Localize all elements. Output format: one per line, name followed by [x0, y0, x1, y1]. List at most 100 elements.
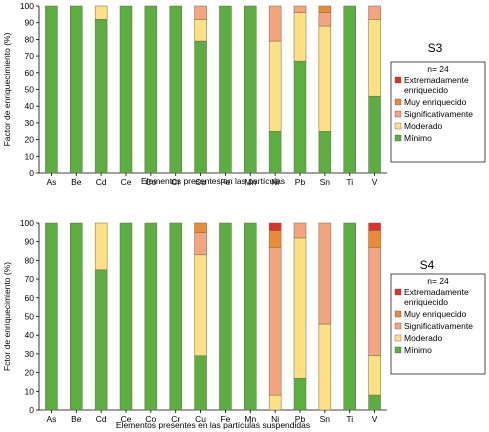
x-tick-label: V: [372, 177, 378, 187]
bar-segment-pb-moderado: [293, 237, 307, 379]
bar-segment-v-significativamente: [368, 5, 381, 20]
bar-segment-cu-minimo: [194, 40, 207, 174]
x-tick-label: Ce: [121, 177, 132, 187]
y-tick-label: 70: [25, 51, 35, 61]
bar-segment-cd-minimo: [94, 269, 108, 411]
x-tick-label: Be: [71, 414, 82, 424]
legend-swatch-moderado: [394, 122, 402, 130]
legend-n-label: n= 24: [427, 276, 449, 286]
x-tick-label: Cu: [195, 414, 206, 424]
bar-segment-be-minimo: [70, 5, 83, 174]
bar-segment-ni-moderado: [268, 40, 282, 132]
bar-segment-pb-moderado: [293, 12, 307, 62]
legend-label-muy_enriquecido: Muy enriquecido: [404, 309, 467, 319]
bar-segment-ni-extremadamente_enriquecido: [268, 222, 282, 231]
bar-segment-ni-significativamente: [268, 247, 282, 396]
bar-segment-cu-significativamente: [194, 5, 207, 20]
bar-segment-co-minimo: [144, 5, 158, 174]
y-tick-label: 30: [25, 349, 35, 359]
y-axis-label: Factor de enriquecimiento (%): [2, 32, 12, 146]
x-tick-label: As: [46, 414, 56, 424]
legend-label-moderado: Moderado: [404, 333, 443, 343]
x-tick-label: Fe: [220, 177, 230, 187]
bar-segment-fe-minimo: [219, 5, 232, 174]
bar-segment-v-minimo: [368, 95, 381, 174]
y-tick-label: 90: [25, 237, 35, 247]
x-tick-label: Mn: [244, 414, 256, 424]
y-tick-label: 80: [25, 34, 35, 44]
x-tick-label: Be: [71, 177, 82, 187]
bar-segment-cr-minimo: [169, 5, 182, 174]
bar-segment-ni-moderado: [268, 394, 282, 411]
bar-segment-sn-significativamente: [318, 222, 332, 325]
legend-label-minimo: Mínimo: [404, 345, 432, 355]
legend-swatch-minimo: [394, 134, 402, 142]
bar-segment-cu-minimo: [194, 355, 207, 411]
x-tick-label: Mn: [244, 177, 256, 187]
bar-segment-ti-minimo: [343, 222, 356, 411]
chart-panel-s4: 0 10 20 30 40 50 60 70 80 90 100 Fctor de enriqueci…: [2, 218, 486, 430]
bar-segment-ni-minimo: [268, 131, 282, 174]
legend-swatch-moderado: [394, 334, 402, 342]
bar-segment-cu-significativamente: [194, 232, 207, 256]
y-tick-label: 100: [20, 1, 34, 11]
bar-segment-cd-moderado: [94, 5, 108, 20]
legend-swatch-muy_enriquecido: [394, 310, 402, 318]
bar-segment-pb-significativamente: [293, 222, 307, 239]
bar-segment-pb-minimo: [293, 60, 307, 174]
legend-swatch-muy_enriquecido: [394, 98, 402, 106]
legend-label-moderado: Moderado: [404, 121, 443, 131]
y-tick-label: 40: [25, 330, 35, 340]
legend-swatch-extremadamente_enriquecido: [394, 76, 402, 84]
y-tick-label: 70: [25, 274, 35, 284]
bar-segment-v-minimo: [368, 394, 381, 411]
bar-segment-ti-minimo: [343, 5, 356, 174]
bar-segment-ce-minimo: [119, 222, 133, 411]
x-axis-label: Elementos presentes en las partículas: [141, 176, 285, 186]
x-tick-label: V: [372, 414, 378, 424]
bar-segment-co-minimo: [144, 222, 158, 411]
bar-segment-as-minimo: [45, 222, 58, 411]
bar-segment-cr-minimo: [169, 222, 182, 411]
legend-label-muy_enriquecido: Muy enriquecido: [404, 97, 467, 107]
y-tick-label: 50: [25, 85, 35, 95]
bar-segment-v-muy_enriquecido: [368, 230, 381, 248]
legend-swatch-significativamente: [394, 110, 402, 118]
legend-label-significativamente: Significativamente: [404, 321, 473, 331]
bar-segment-v-significativamente: [368, 247, 381, 357]
bar-segment-as-minimo: [45, 5, 58, 174]
bar-segment-ni-significativamente: [268, 5, 282, 42]
x-tick-label: Cd: [96, 177, 107, 187]
bar-segment-cu-moderado: [194, 19, 207, 42]
bar-segment-fe-minimo: [219, 222, 232, 411]
y-tick-label: 60: [25, 68, 35, 78]
legend-label-significativamente: Significativamente: [404, 109, 473, 119]
legend-label-extremadamente_enriquecido: Extremadamente enriquecido: [404, 75, 469, 95]
chart-title: S3: [428, 41, 443, 55]
x-tick-label: As: [46, 177, 56, 187]
x-tick-label: Cd: [96, 414, 107, 424]
y-tick-label: 90: [25, 18, 35, 28]
bar-segment-v-extremadamente_enriquecido: [368, 222, 381, 231]
y-tick-label: 100: [20, 218, 34, 228]
y-tick-label: 0: [29, 405, 34, 415]
bar-segment-sn-moderado: [318, 25, 332, 132]
legend-swatch-extremadamente_enriquecido: [394, 288, 402, 296]
x-tick-label: Pb: [295, 414, 306, 424]
chart-title: S4: [420, 258, 435, 272]
x-tick-label: Ni: [271, 414, 279, 424]
y-tick-label: 0: [29, 168, 34, 178]
x-tick-label: Cu: [195, 177, 206, 187]
y-axis-label: Fctor de enriquecimiento (%): [2, 262, 12, 371]
x-tick-label: Ti: [346, 414, 353, 424]
x-tick-label: Pb: [295, 177, 306, 187]
x-axis-label: Elementos presentes en las partículas su…: [116, 420, 310, 430]
x-tick-label: Cr: [171, 177, 180, 187]
x-tick-label: Sn: [320, 414, 331, 424]
bar-segment-v-moderado: [368, 19, 381, 97]
legend-n-label: n= 24: [427, 64, 449, 74]
bar-segment-sn-muy_enriquecido: [318, 5, 332, 13]
bar-segment-cd-minimo: [94, 19, 108, 174]
y-tick-label: 50: [25, 312, 35, 322]
bar-segment-cu-moderado: [194, 254, 207, 357]
